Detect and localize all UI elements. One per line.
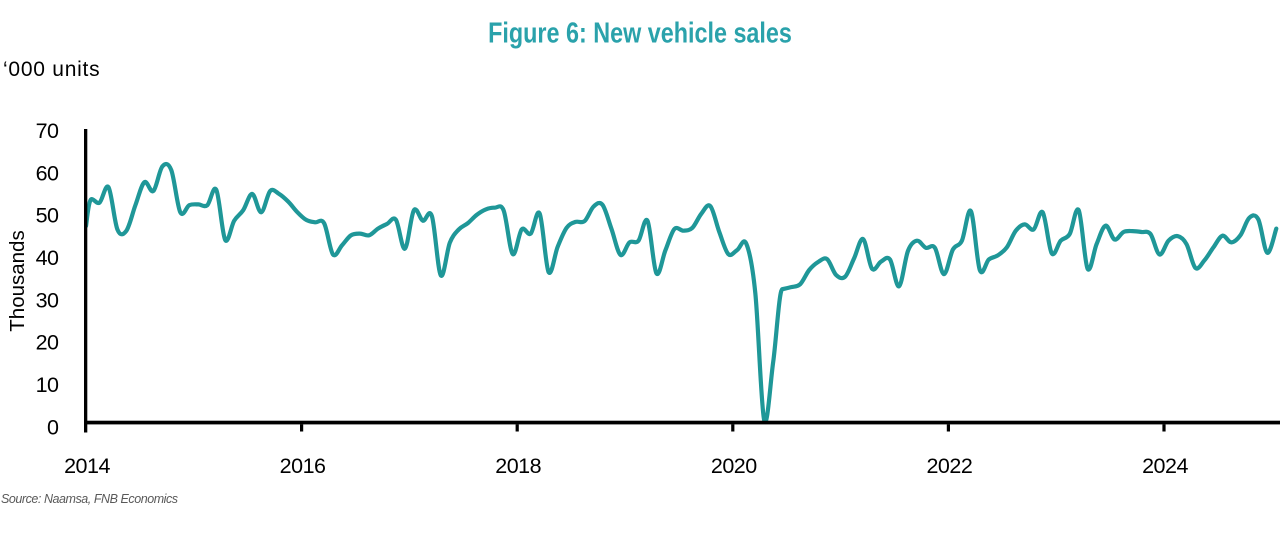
svg-text:Source: Naamsa, FNB Economics: Source: Naamsa, FNB Economics bbox=[1, 492, 178, 506]
svg-text:2018: 2018 bbox=[495, 454, 541, 478]
svg-text:70: 70 bbox=[36, 119, 59, 143]
svg-text:2024: 2024 bbox=[1142, 454, 1188, 478]
svg-text:2020: 2020 bbox=[711, 454, 757, 478]
svg-text:40: 40 bbox=[36, 246, 59, 270]
svg-text:Thousands: Thousands bbox=[6, 230, 29, 331]
svg-text:2014: 2014 bbox=[64, 454, 110, 478]
svg-text:0: 0 bbox=[47, 415, 59, 439]
svg-text:20: 20 bbox=[36, 331, 59, 355]
svg-text:50: 50 bbox=[36, 204, 59, 228]
svg-text:‘000 units: ‘000 units bbox=[3, 58, 100, 81]
svg-text:Figure 6: New vehicle sales: Figure 6: New vehicle sales bbox=[488, 16, 792, 49]
svg-text:2016: 2016 bbox=[280, 454, 326, 478]
svg-text:2022: 2022 bbox=[926, 454, 972, 478]
svg-text:30: 30 bbox=[36, 288, 59, 312]
svg-text:10: 10 bbox=[36, 373, 59, 397]
svg-text:60: 60 bbox=[36, 161, 59, 185]
